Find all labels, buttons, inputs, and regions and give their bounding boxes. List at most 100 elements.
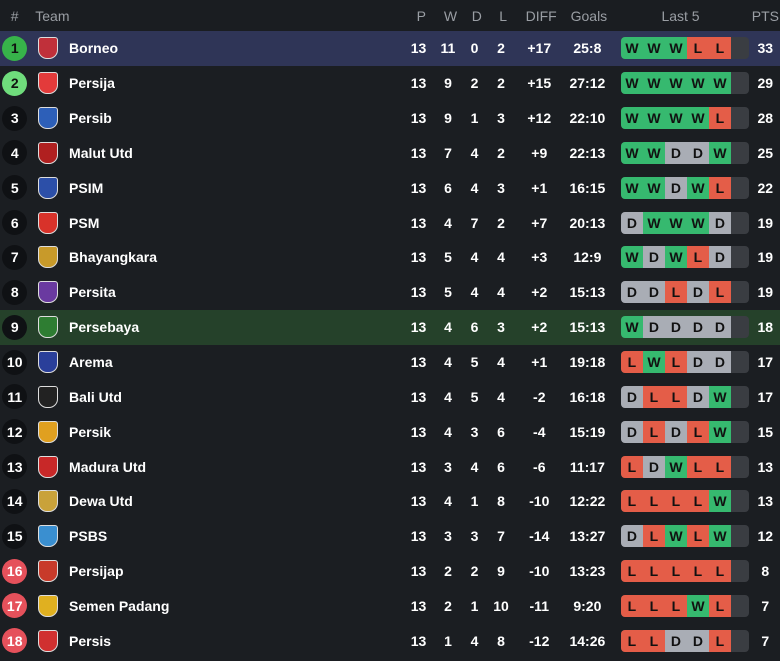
team-logo-icon xyxy=(37,489,59,513)
team-name[interactable]: Persita xyxy=(69,284,116,301)
position-badge: 4 xyxy=(2,140,28,166)
team-logo-icon xyxy=(37,280,59,304)
points: 13 xyxy=(757,493,774,510)
form-result: W xyxy=(642,211,665,234)
team-name[interactable]: Persik xyxy=(69,423,112,440)
points: 33 xyxy=(757,40,774,57)
form-result: W xyxy=(642,37,665,60)
drawn: 6 xyxy=(470,319,479,336)
team-name[interactable]: Malut Utd xyxy=(69,144,133,161)
form-result: L xyxy=(642,490,665,513)
team-name[interactable]: Persib xyxy=(69,110,112,127)
drawn: 1 xyxy=(470,493,479,510)
team-name[interactable]: Borneo xyxy=(69,40,119,57)
form-result: D xyxy=(708,351,731,374)
form-result: W xyxy=(686,72,709,95)
goals: 19:18 xyxy=(569,354,606,371)
drawn: 4 xyxy=(470,632,479,649)
won: 5 xyxy=(444,284,452,301)
team-name[interactable]: PSM xyxy=(69,214,100,231)
form-result: L xyxy=(664,281,687,304)
form-result: W xyxy=(664,72,687,95)
goal-diff: -10 xyxy=(529,563,550,580)
team-name[interactable]: Dewa Utd xyxy=(69,493,133,510)
drawn: 1 xyxy=(470,110,479,127)
goals: 15:19 xyxy=(569,423,606,440)
played: 13 xyxy=(410,388,427,405)
won: 11 xyxy=(440,40,456,57)
played: 13 xyxy=(410,563,427,580)
header-pts[interactable]: PTS xyxy=(751,7,779,24)
form-result: W xyxy=(686,211,709,234)
goals: 16:15 xyxy=(569,179,606,196)
form-result: D xyxy=(664,141,687,164)
header-goals[interactable]: Goals xyxy=(570,7,608,24)
won: 4 xyxy=(444,319,452,336)
team-name[interactable]: PSBS xyxy=(69,528,108,545)
team-name[interactable]: Madura Utd xyxy=(69,458,147,475)
header-won[interactable]: W xyxy=(443,7,458,24)
position-badge: 2 xyxy=(2,70,28,96)
header-pos: # xyxy=(10,7,19,24)
drawn: 4 xyxy=(470,179,479,196)
form-result: L xyxy=(686,420,709,443)
team-name[interactable]: Persijap xyxy=(69,563,124,580)
team-name[interactable]: Persebaya xyxy=(69,319,140,336)
played: 13 xyxy=(410,284,427,301)
played: 13 xyxy=(410,493,427,510)
team-name[interactable]: Persija xyxy=(69,75,115,92)
form-result: D xyxy=(708,211,731,234)
form-result: L xyxy=(620,490,643,513)
form-result: L xyxy=(664,594,687,617)
points: 15 xyxy=(757,423,774,440)
header-played[interactable]: P xyxy=(416,7,426,24)
team-name[interactable]: Arema xyxy=(69,354,113,371)
won: 4 xyxy=(444,388,452,405)
won: 9 xyxy=(444,75,452,92)
team-name[interactable]: Persis xyxy=(69,632,112,649)
team-name[interactable]: Bali Utd xyxy=(69,388,122,405)
drawn: 5 xyxy=(470,354,479,371)
team-name[interactable]: PSIM xyxy=(69,179,104,196)
header-lost[interactable]: L xyxy=(499,7,508,24)
goals: 20:13 xyxy=(569,214,606,231)
lost: 2 xyxy=(497,214,505,231)
lost: 9 xyxy=(497,563,505,580)
form-result: L xyxy=(620,455,643,478)
team-logo-icon xyxy=(37,245,59,269)
goals: 14:26 xyxy=(569,632,606,649)
points: 19 xyxy=(757,249,774,266)
header-team[interactable]: Team xyxy=(35,7,70,24)
form-result: D xyxy=(686,385,709,408)
drawn: 3 xyxy=(470,423,479,440)
played: 13 xyxy=(410,458,427,475)
team-name[interactable]: Bhayangkara xyxy=(69,249,157,266)
lost: 4 xyxy=(497,388,505,405)
team-name[interactable]: Semen Padang xyxy=(69,597,170,614)
form-result: W xyxy=(620,316,643,339)
header-diff[interactable]: DIFF xyxy=(525,7,557,24)
form-result: W xyxy=(686,594,709,617)
header-drawn[interactable]: D xyxy=(471,7,482,24)
